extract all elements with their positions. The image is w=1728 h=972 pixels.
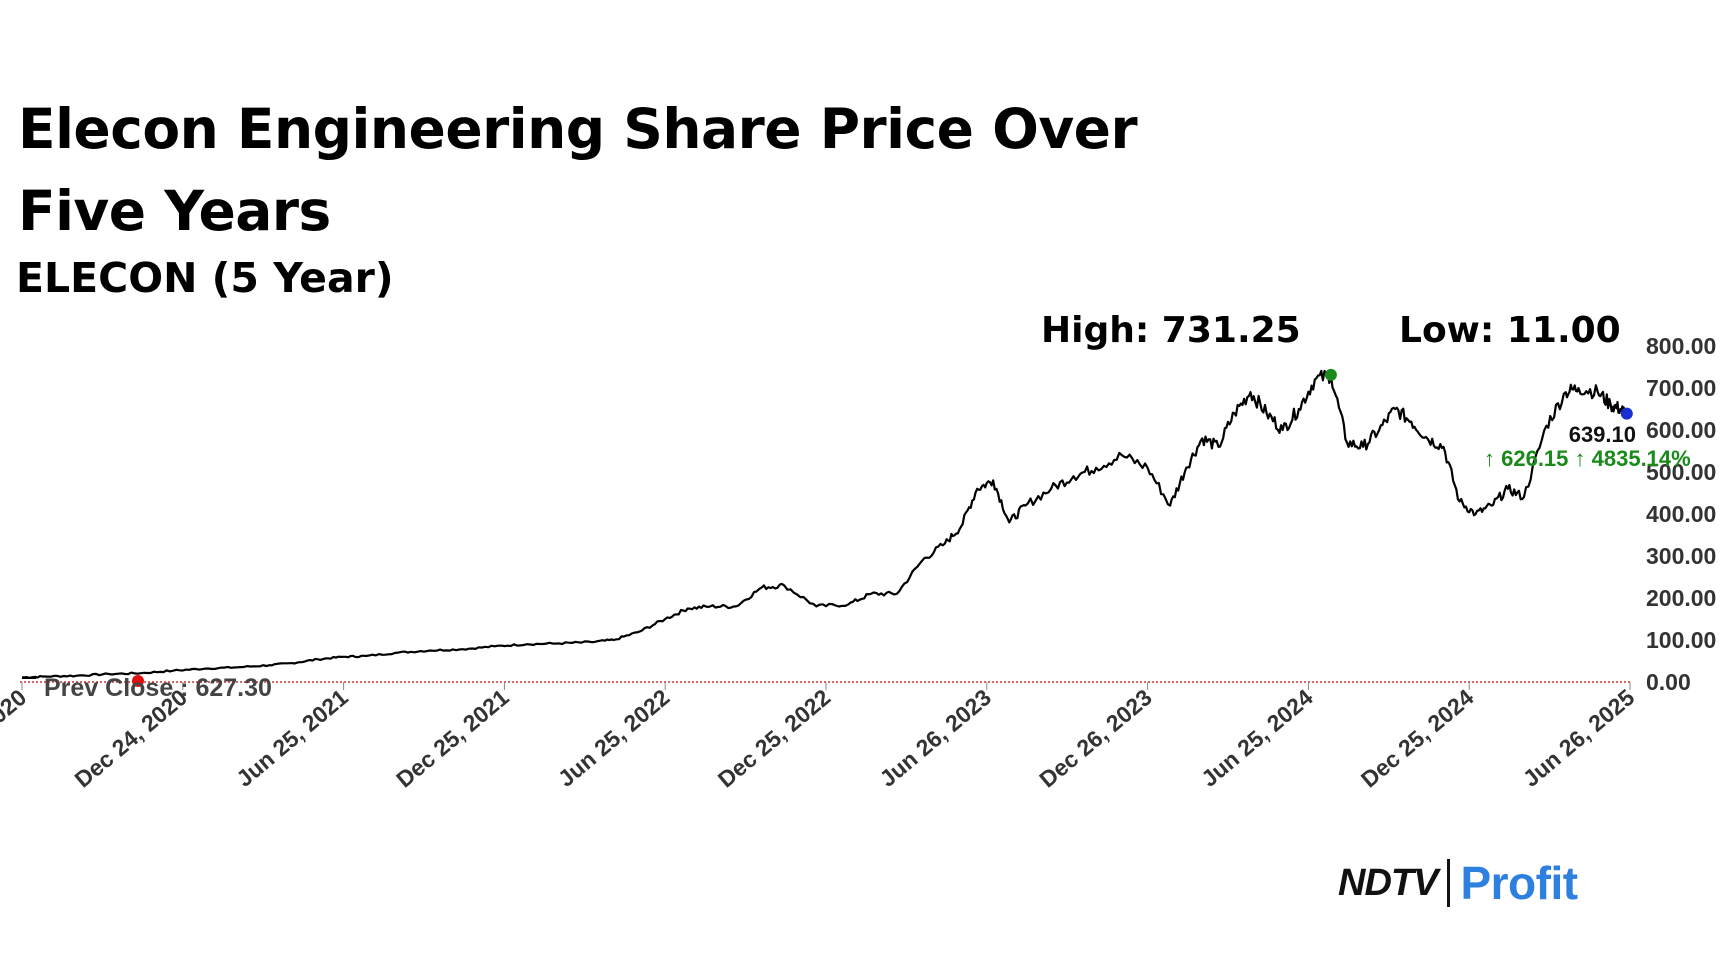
prev-close-label: Prev Close : 627.30 <box>44 674 272 702</box>
chart-title: Elecon Engineering Share Price Over Five… <box>18 97 1138 243</box>
y-tick-label: 800.00 <box>1646 333 1716 359</box>
y-tick-label: 300.00 <box>1646 543 1716 569</box>
last-price-label: 639.10 <box>1569 422 1636 447</box>
low-label: Low: 11.00 <box>1399 310 1621 351</box>
y-tick-label: 500.00 <box>1646 459 1716 485</box>
change-label: ↑ 626.15 ↑ 4835.14% <box>1484 446 1691 471</box>
last-price-marker <box>1620 407 1633 420</box>
x-tick-label: Jun 25, 2020 <box>0 684 31 792</box>
x-tick-label: Dec 25, 2021 <box>391 684 514 793</box>
x-tick-label: Dec 25, 2024 <box>1356 684 1479 793</box>
chart-subtitle: ELECON (5 Year) <box>16 254 394 302</box>
prev-close-marker <box>132 675 144 687</box>
x-tick-label: Jun 26, 2023 <box>874 684 996 792</box>
x-tick-label: Dec 26, 2023 <box>1034 684 1157 793</box>
y-tick-label: 0.00 <box>1646 669 1691 695</box>
y-tick-label: 600.00 <box>1646 417 1716 443</box>
ndtv-profit-logo: NDTV Profit <box>1338 856 1578 910</box>
y-tick-label: 200.00 <box>1646 585 1716 611</box>
x-tick-label: Jun 26, 2025 <box>1518 684 1640 792</box>
logo-profit-text: Profit <box>1460 857 1578 909</box>
high-marker <box>1324 368 1337 381</box>
logo-divider <box>1447 859 1451 907</box>
x-tick-label: Jun 25, 2024 <box>1196 684 1318 792</box>
y-tick-label: 700.00 <box>1646 375 1716 401</box>
y-tick-label: 100.00 <box>1646 627 1716 653</box>
logo-ndtv-text: NDTV <box>1338 861 1438 904</box>
y-tick-label: 400.00 <box>1646 501 1716 527</box>
x-tick-label: Jun 25, 2022 <box>553 684 675 792</box>
x-tick-label: Dec 25, 2022 <box>713 684 836 793</box>
price-line-series <box>21 369 1628 679</box>
high-label: High: 731.25 <box>1041 310 1301 351</box>
